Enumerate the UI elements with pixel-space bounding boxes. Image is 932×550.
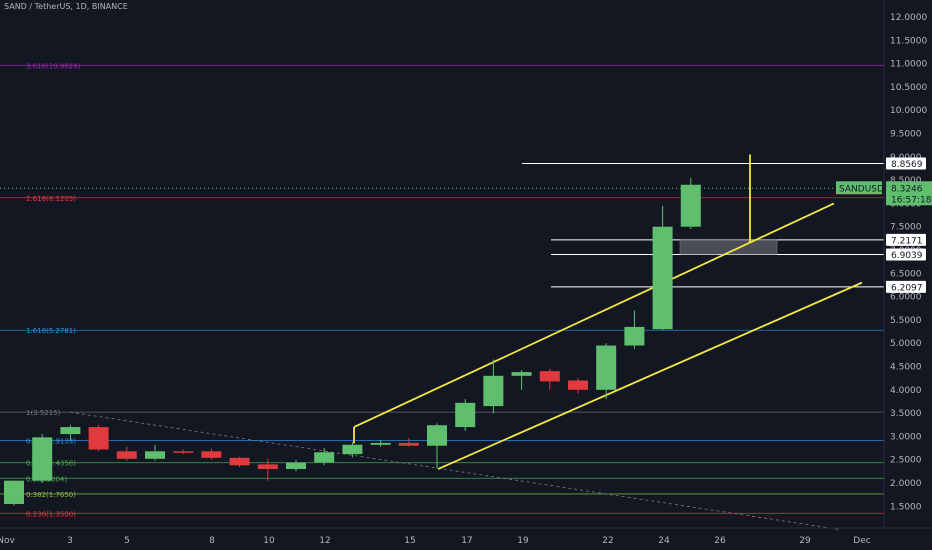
fib-label: 0.236(1.3500)	[26, 510, 76, 518]
y-tick-label: 2.5000	[890, 456, 922, 466]
candle-body	[398, 442, 419, 446]
y-tick-label: 11.5000	[890, 36, 927, 46]
dashed-trendline	[69, 411, 841, 530]
y-tick-label: 9.5000	[890, 130, 922, 140]
x-tick-label: 26	[714, 536, 726, 546]
y-tick-label: 5.0000	[890, 339, 922, 349]
price-tag-box	[886, 280, 926, 293]
price-tag-text: 7.2171	[891, 236, 923, 246]
y-tick-label: 8.5000	[890, 176, 922, 186]
x-tick-label: 10	[263, 536, 275, 546]
x-tick-label: 12	[319, 536, 330, 546]
y-tick-label: 7.5000	[890, 223, 922, 233]
symbol-tag-text: SANDUSDT	[839, 184, 890, 194]
countdown-text: 16:57:18	[891, 195, 932, 205]
x-tick-label: 17	[461, 536, 472, 546]
candle-body	[483, 375, 504, 407]
x-tick-label: 19	[517, 536, 529, 546]
zone-rect	[679, 239, 778, 255]
x-tick-label: 22	[602, 536, 613, 546]
candle-body	[173, 451, 194, 453]
current-price-box	[886, 181, 932, 206]
price-axis: 12.0000 11.5000 11.0000 10.5000 10.0000 9.500…	[0, 0, 932, 529]
y-tick-label: 6.0000	[890, 293, 922, 303]
channel-lower	[437, 281, 863, 470]
y-tick-label: 6.5000	[890, 269, 922, 279]
candle-body	[427, 425, 447, 446]
candle-body	[145, 451, 165, 459]
candle-body	[596, 345, 617, 390]
price-tag-text: 6.9039	[891, 251, 923, 261]
y-tick-label: 3.5000	[890, 409, 922, 419]
candle-body	[257, 464, 278, 470]
candle-body	[680, 184, 701, 227]
fib-label: 3.618(10.9628)	[26, 62, 81, 70]
x-tick-label: 3	[67, 536, 73, 546]
candle-body	[511, 372, 532, 376]
candle-body	[370, 442, 391, 445]
candle-body	[455, 402, 476, 428]
fib-levels: 3.618(10.9628) 2.618(8.1205) 1.618(5.2781)…	[0, 62, 884, 518]
candle-body	[116, 451, 137, 459]
x-tick-label: Nov	[0, 536, 15, 546]
fib-label: 0.382(1.7650)	[26, 491, 76, 499]
x-tick-label: 24	[658, 536, 670, 546]
y-tick-label: 11.0000	[890, 60, 927, 70]
y-tick-label: 12.0000	[890, 13, 927, 23]
x-tick-label: Dec	[853, 536, 870, 546]
fib-label: 1.618(5.2781)	[26, 327, 76, 335]
candle-body	[32, 437, 53, 481]
time-axis: Nov 3 5 8 10 12 15 17 19 22 24 26 29 Dec	[0, 536, 871, 546]
price-tag-text: 8.8569	[891, 160, 923, 170]
fib-label: 2.618(8.1205)	[26, 195, 76, 203]
fib-label: 1(3.5215)	[26, 409, 61, 417]
current-price-text: 8.3246	[891, 184, 923, 194]
candle-body	[4, 480, 24, 504]
candle-body	[652, 226, 673, 330]
candle-body	[201, 451, 222, 458]
candle-body	[624, 326, 645, 346]
y-tick-label: 10.0000	[890, 106, 927, 116]
channel-upper	[353, 202, 835, 428]
x-tick-label: 29	[799, 536, 811, 546]
candle-body	[568, 380, 588, 390]
y-tick-label: 5.5000	[890, 316, 922, 326]
price-tag-box	[886, 233, 926, 246]
price-tag-box	[886, 157, 926, 170]
symbol-tag-box	[836, 181, 882, 195]
y-tick-label: 2.0000	[890, 479, 922, 489]
candle-body	[88, 427, 109, 450]
candles	[4, 177, 701, 506]
y-tick-label: 4.0000	[890, 386, 922, 396]
price-tag-text: 6.2097	[891, 283, 923, 293]
candle-body	[60, 427, 81, 435]
y-tick-label: 3.0000	[890, 432, 922, 442]
candle-body	[286, 462, 306, 470]
x-tick-label: 8	[209, 536, 215, 546]
candle-body	[229, 457, 250, 466]
y-tick-label: 4.5000	[890, 363, 922, 373]
x-tick-label: 5	[124, 536, 130, 546]
candle-body	[314, 452, 335, 463]
y-tick-label: 1.5000	[890, 502, 922, 512]
y-tick-label: 10.5000	[890, 83, 927, 93]
chart-title: SAND / TetherUS, 1D, BINANCE	[4, 2, 128, 11]
price-tag-box	[886, 248, 926, 261]
candle-body	[539, 371, 560, 382]
x-tick-label: 15	[404, 536, 415, 546]
candle-body	[342, 444, 363, 455]
price-tags: 8.8569 7.2171 6.9039 6.2097 SANDUSDT 8.324616…	[836, 157, 932, 293]
drawings	[0, 154, 884, 530]
